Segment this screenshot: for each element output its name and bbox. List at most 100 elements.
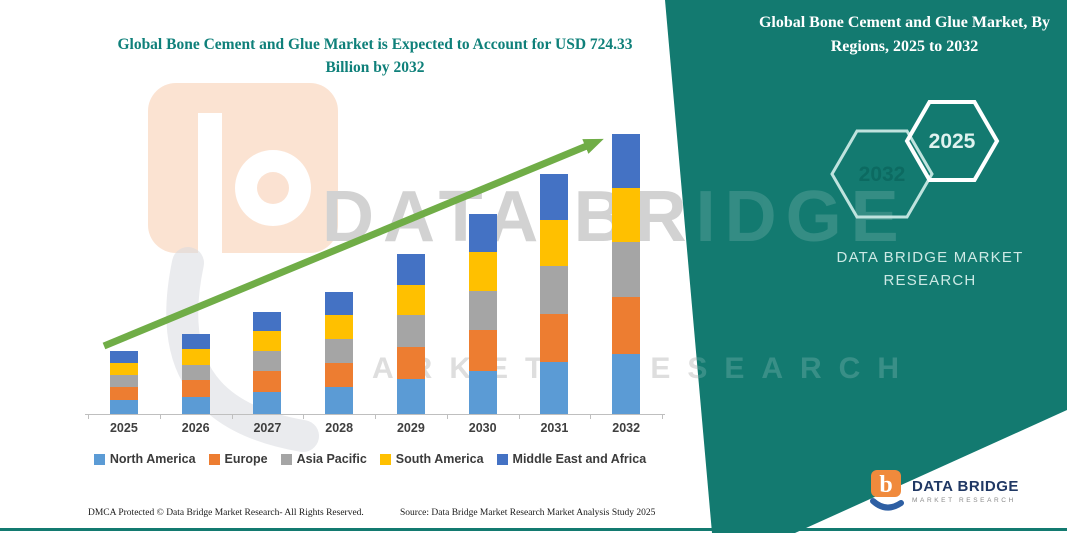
company-logo: b DATA BRIDGE MARKET RESEARCH — [868, 468, 1019, 514]
axis-tick — [231, 415, 233, 419]
axis-tick — [159, 415, 161, 419]
bar-segment-europe — [396, 346, 425, 380]
bar-segment-middle-east-and-africa — [325, 291, 354, 316]
brand-line-1: DATA BRIDGE MARKET — [836, 249, 1024, 266]
stacked-bar-2026 — [181, 334, 210, 414]
bar-segment-middle-east-and-africa — [612, 134, 641, 188]
bar-segment-middle-east-and-africa — [181, 334, 210, 350]
bar-segment-europe — [181, 380, 210, 397]
hexagon-year-2025: 2025 — [929, 130, 976, 153]
bar-segment-south-america — [612, 187, 641, 243]
svg-text:b: b — [879, 472, 892, 498]
dmca-notice: DMCA Protected © Data Bridge Market Rese… — [88, 508, 364, 518]
x-axis-label: 2030 — [468, 421, 497, 435]
hexagon-year-2032: 2032 — [859, 163, 906, 186]
bottom-accent-line — [0, 528, 1067, 531]
x-axis-labels: 2025 2026 2027 2028 2029 2030 2031 2032 — [88, 421, 662, 439]
bar-segment-asia-pacific — [612, 242, 641, 298]
bar-segment-south-america — [396, 284, 425, 316]
legend-swatch — [379, 453, 391, 465]
bar-segment-south-america — [181, 349, 210, 365]
legend-item: Middle East and Africa — [496, 452, 647, 466]
legend-item: Asia Pacific — [280, 452, 367, 466]
legend: North America Europe Asia Pacific South Ame… — [40, 452, 700, 466]
stacked-bar-2025 — [109, 350, 138, 414]
legend-label: Middle East and Africa — [512, 452, 647, 466]
legend-label: South America — [395, 452, 484, 466]
bar-segment-north-america — [612, 353, 641, 414]
axis-tick — [518, 415, 520, 419]
bar-segment-europe — [325, 362, 354, 388]
bar-segment-north-america — [325, 387, 354, 414]
stacked-bar-2030 — [468, 214, 497, 414]
bar-segment-north-america — [181, 396, 210, 414]
axis-tick — [303, 415, 305, 419]
bar-segment-north-america — [109, 400, 138, 414]
bar-segment-north-america — [253, 391, 282, 414]
bar-segment-middle-east-and-africa — [396, 254, 425, 285]
legend-item: Europe — [208, 452, 268, 466]
legend-label: North America — [109, 452, 196, 466]
side-panel-brand: DATA BRIDGE MARKET RESEARCH — [790, 246, 1067, 293]
bar-segment-asia-pacific — [468, 291, 497, 331]
bar-segment-south-america — [253, 331, 282, 352]
company-name: DATA BRIDGE — [912, 478, 1019, 495]
bar-segment-middle-east-and-africa — [109, 350, 138, 363]
axis-tick — [590, 415, 592, 419]
x-axis-line — [85, 414, 665, 415]
axis-tick — [446, 415, 448, 419]
legend-swatch — [280, 453, 292, 465]
bar-segment-europe — [109, 387, 138, 401]
bar-segment-europe — [468, 330, 497, 371]
legend-label: Asia Pacific — [296, 452, 367, 466]
legend-item: South America — [379, 452, 484, 466]
bar-segment-europe — [540, 313, 569, 363]
bar-segment-north-america — [396, 379, 425, 414]
bar-segment-asia-pacific — [253, 351, 282, 372]
chart-title: Global Bone Cement and Glue Market is Ex… — [117, 36, 633, 77]
legend-swatch — [496, 453, 508, 465]
legend-label: Europe — [224, 452, 268, 466]
source-note: Source: Data Bridge Market Research Mark… — [400, 508, 656, 518]
axis-tick — [375, 415, 376, 419]
bar-segment-europe — [253, 371, 282, 392]
bar-segment-south-america — [540, 219, 569, 267]
bar-segment-north-america — [540, 362, 569, 414]
brand-line-2: RESEARCH — [883, 272, 977, 290]
company-logo-icon: b — [870, 470, 904, 511]
bar-segment-asia-pacific — [540, 266, 569, 314]
x-axis-label: 2028 — [325, 421, 354, 435]
axis-tick — [88, 415, 89, 419]
company-tagline: MARKET RESEARCH — [912, 497, 1016, 504]
bar-segment-middle-east-and-africa — [540, 173, 569, 220]
x-axis-label: 2032 — [612, 421, 641, 435]
x-axis-label: 2026 — [181, 421, 210, 435]
legend-swatch — [93, 453, 105, 465]
bar-segment-south-america — [109, 362, 138, 375]
bar-segment-middle-east-and-africa — [253, 312, 282, 332]
stacked-bar-2029 — [396, 254, 425, 414]
bar-segment-asia-pacific — [181, 364, 210, 381]
side-panel-title: Global Bone Cement and Glue Market, By R… — [758, 14, 1051, 55]
x-axis-label: 2027 — [253, 421, 282, 435]
bar-segment-south-america — [468, 252, 497, 292]
legend-item: North America — [93, 452, 196, 466]
bar-segment-asia-pacific — [109, 374, 138, 388]
plot-area — [85, 120, 665, 419]
year-hexagons-icon: 2032 2025 — [830, 100, 1000, 219]
bar-segment-north-america — [468, 370, 497, 414]
x-axis-label: 2031 — [540, 421, 569, 435]
bar-segment-europe — [612, 297, 641, 354]
x-axis-label: 2025 — [109, 421, 138, 435]
x-axis-label: 2029 — [396, 421, 425, 435]
bar-segment-asia-pacific — [325, 338, 354, 363]
stacked-bar-2028 — [325, 291, 354, 414]
bar-segment-asia-pacific — [396, 315, 425, 347]
legend-swatch — [208, 453, 220, 465]
bar-segment-south-america — [325, 315, 354, 339]
stacked-bar-2031 — [540, 173, 569, 414]
bar-segment-middle-east-and-africa — [468, 214, 497, 253]
axis-tick — [662, 415, 663, 419]
stacked-bar-2027 — [253, 312, 282, 414]
